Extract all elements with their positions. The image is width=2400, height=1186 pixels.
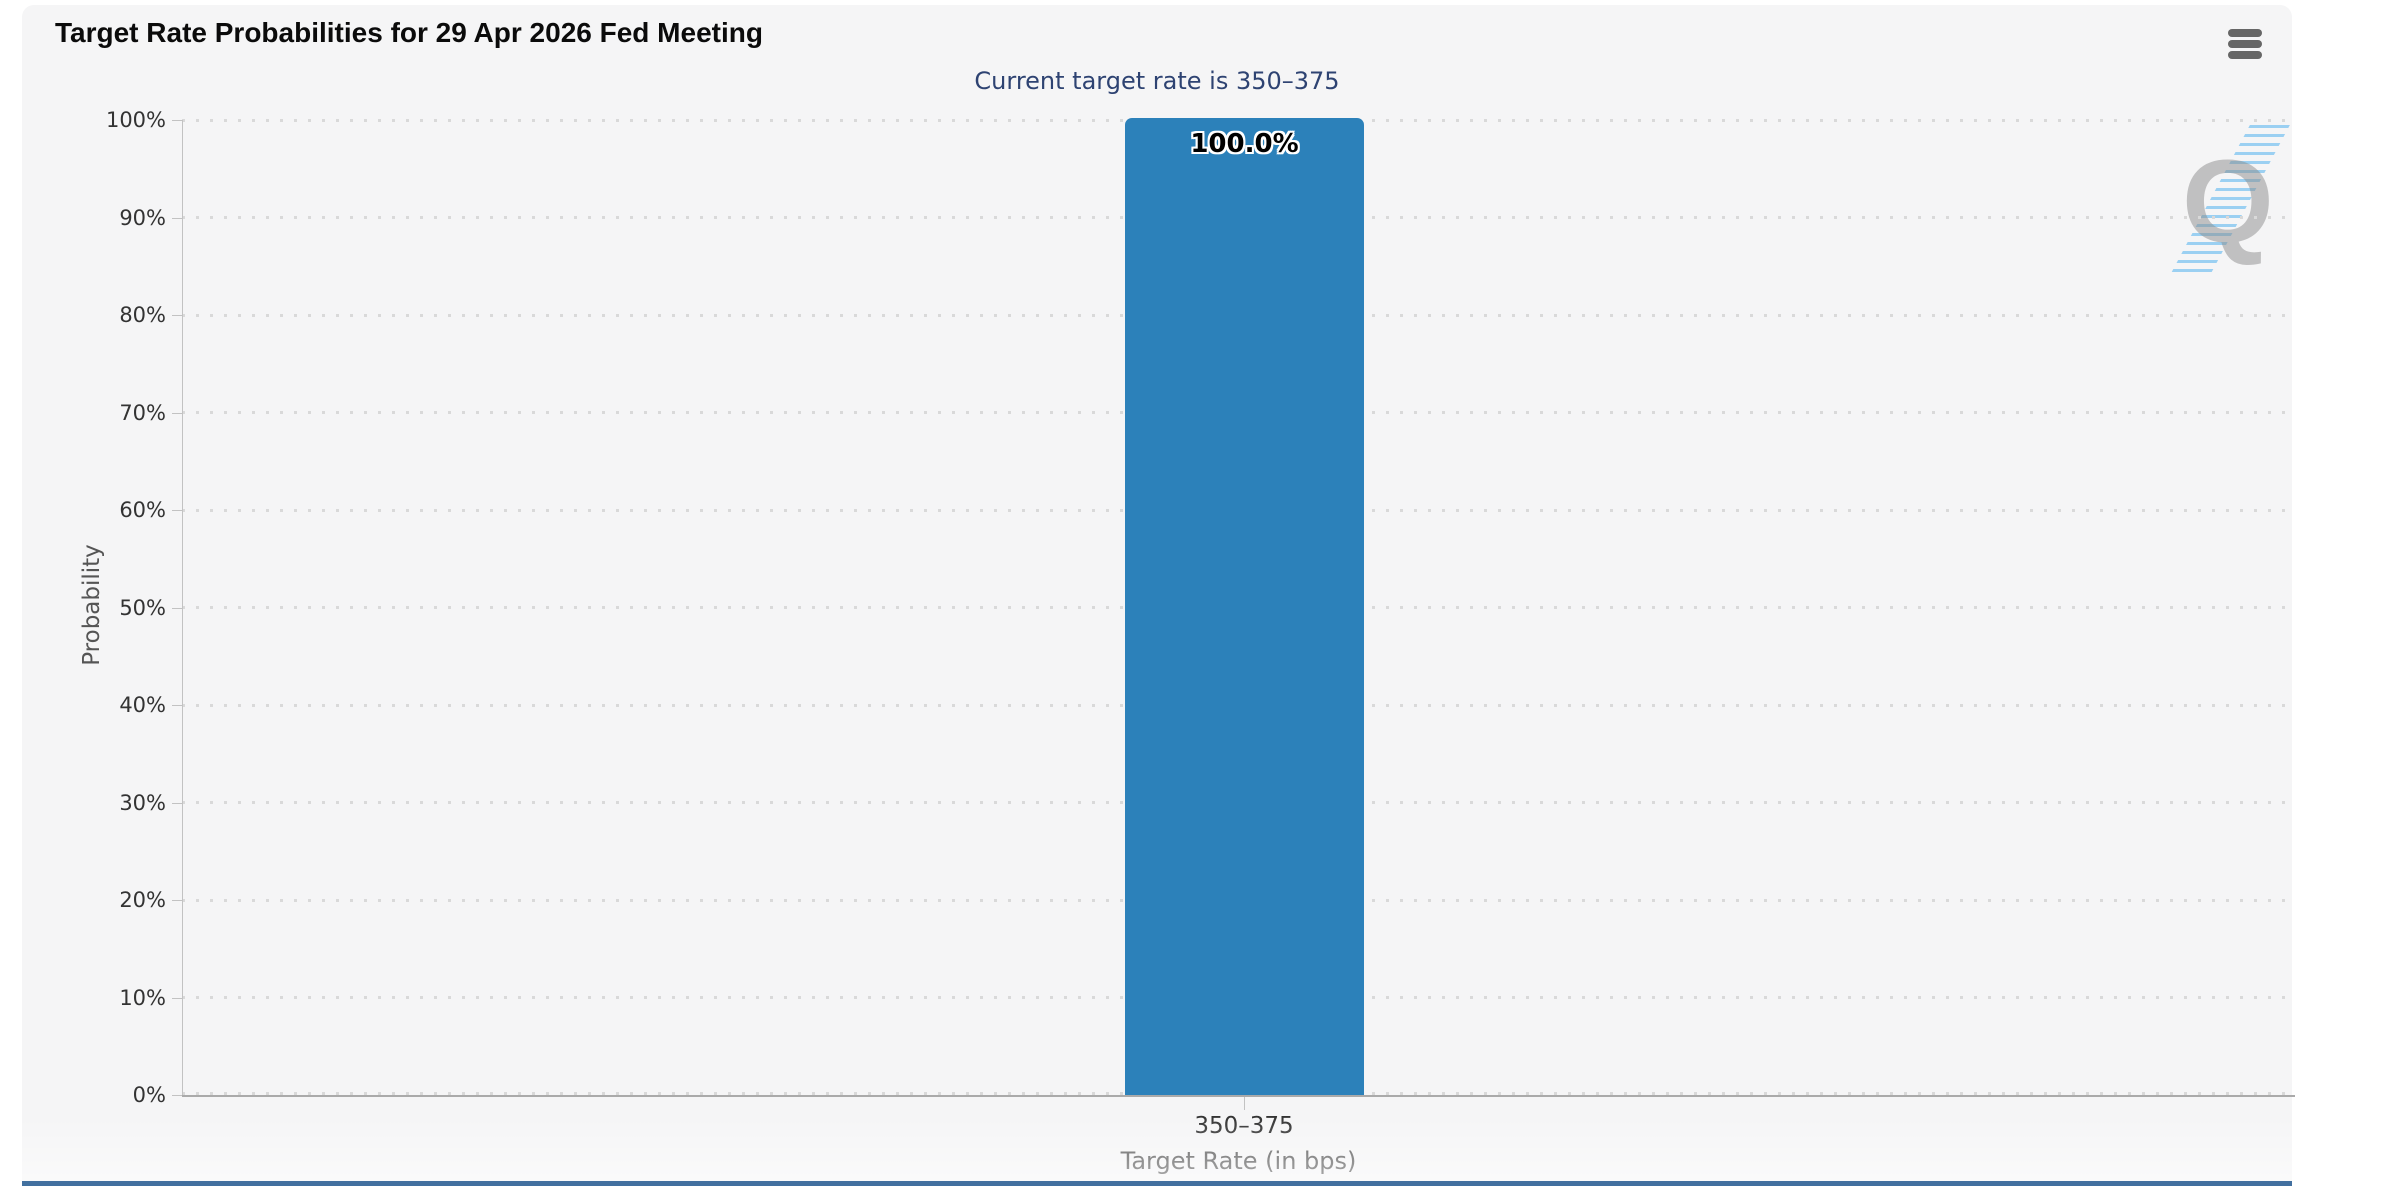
watermark-stripes-icon	[2170, 125, 2290, 275]
chart-context-menu-button[interactable]	[2228, 29, 2268, 65]
hamburger-icon	[2228, 51, 2262, 59]
next-section-top-edge	[22, 1181, 2292, 1186]
watermark-q-letter: Q	[2182, 136, 2274, 268]
y-axis-label-10: 10%	[119, 986, 166, 1010]
bar-350-375[interactable]	[1125, 118, 1364, 1095]
x-tick	[1244, 1097, 1245, 1110]
x-axis-title: Target Rate (in bps)	[1120, 1147, 1357, 1175]
y-tick	[172, 120, 182, 121]
x-category-label: 350–375	[1194, 1113, 1294, 1139]
y-axis-label-50: 50%	[119, 596, 166, 620]
x-axis-line	[182, 1095, 2295, 1097]
hamburger-icon	[2228, 29, 2262, 37]
y-axis-label-40: 40%	[119, 693, 166, 717]
quikstrike-watermark: Q	[2122, 115, 2322, 305]
y-tick	[172, 1095, 182, 1096]
y-axis-label-80: 80%	[119, 303, 166, 327]
y-axis-label-90: 90%	[119, 206, 166, 230]
y-tick	[172, 315, 182, 316]
y-axis-label-70: 70%	[119, 401, 166, 425]
y-tick	[172, 803, 182, 804]
y-axis-title: Probability	[79, 544, 105, 666]
chart-subtitle: Current target rate is 350–375	[974, 67, 1340, 95]
y-axis-label-30: 30%	[119, 791, 166, 815]
y-tick	[172, 413, 182, 414]
y-tick	[172, 900, 182, 901]
chart-panel: Target Rate Probabilities for 29 Apr 202…	[22, 5, 2295, 1186]
y-tick	[172, 218, 182, 219]
y-axis-line	[182, 120, 183, 1095]
bar-value-label: 100.0%	[1190, 129, 1299, 159]
y-axis-label-20: 20%	[119, 888, 166, 912]
chart-title: Target Rate Probabilities for 29 Apr 202…	[55, 17, 763, 48]
y-tick	[172, 510, 182, 511]
y-tick	[172, 608, 182, 609]
y-axis-label-100: 100%	[105, 108, 166, 132]
y-axis-label-0: 0%	[132, 1083, 166, 1107]
y-tick	[172, 998, 182, 999]
y-tick	[172, 705, 182, 706]
hamburger-icon	[2228, 40, 2262, 48]
y-axis-label-60: 60%	[119, 498, 166, 522]
